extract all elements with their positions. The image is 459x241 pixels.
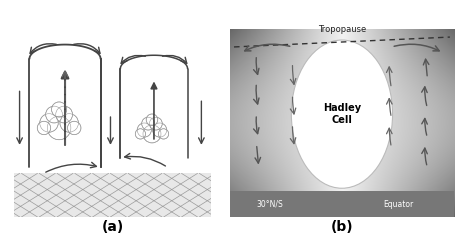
Bar (14, 19, 211, 174)
Circle shape (56, 106, 73, 123)
Circle shape (142, 117, 155, 130)
Text: (a): (a) (101, 220, 123, 234)
Circle shape (37, 121, 50, 135)
Circle shape (153, 123, 167, 137)
Circle shape (60, 114, 78, 132)
Circle shape (47, 116, 71, 140)
Ellipse shape (291, 40, 392, 188)
Circle shape (143, 125, 161, 143)
Text: (b): (b) (330, 220, 353, 234)
Circle shape (158, 129, 168, 139)
Circle shape (150, 117, 162, 130)
Circle shape (45, 106, 62, 123)
Text: 30°N/S: 30°N/S (257, 200, 283, 208)
Circle shape (67, 121, 81, 135)
Bar (230, 191, 454, 217)
Circle shape (135, 129, 146, 139)
Circle shape (51, 102, 67, 117)
Text: Tropopause: Tropopause (318, 25, 366, 34)
Circle shape (40, 114, 58, 132)
Text: Hadley
Cell: Hadley Cell (323, 103, 361, 125)
Circle shape (146, 114, 158, 126)
Bar (14, 174, 211, 217)
Circle shape (137, 123, 151, 137)
Text: Equator: Equator (383, 200, 413, 208)
